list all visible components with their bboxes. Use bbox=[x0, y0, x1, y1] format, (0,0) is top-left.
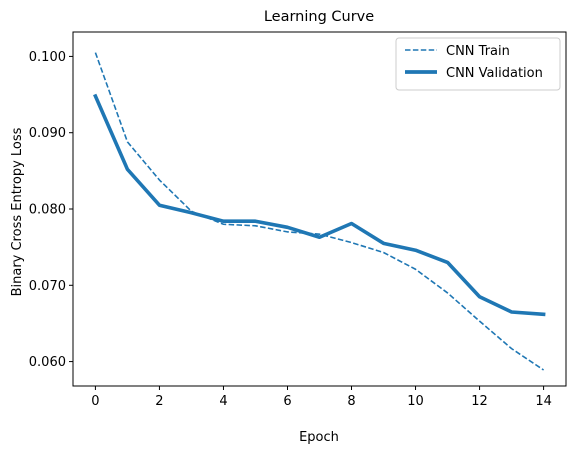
x-tick-label: 6 bbox=[283, 394, 291, 409]
chart-title: Learning Curve bbox=[264, 9, 374, 25]
x-axis: 0 2 4 6 8 10 12 14 bbox=[91, 386, 552, 409]
x-tick-label: 10 bbox=[407, 394, 424, 409]
y-tick-label: 0.060 bbox=[29, 355, 66, 370]
legend-box bbox=[395, 37, 561, 91]
legend: CNN Train CNN Validation bbox=[395, 37, 561, 91]
x-tick-label: 12 bbox=[471, 394, 488, 409]
y-tick-label: 0.090 bbox=[29, 126, 66, 141]
series-line-train bbox=[94, 52, 545, 371]
x-tick-label: 4 bbox=[219, 394, 227, 409]
legend-label-validation: CNN Validation bbox=[446, 66, 543, 81]
y-axis: 0.060 0.070 0.080 0.090 0.100 bbox=[29, 50, 73, 370]
series-line-validation bbox=[93, 93, 546, 317]
x-tick-label: 2 bbox=[155, 394, 163, 409]
y-tick-label: 0.080 bbox=[29, 203, 66, 218]
y-axis-title: Binary Cross Entropy Loss bbox=[10, 127, 25, 296]
x-axis-title: Epoch bbox=[299, 430, 339, 445]
x-tick-label: 14 bbox=[535, 394, 552, 409]
x-tick-label: 8 bbox=[347, 394, 355, 409]
legend-label-train: CNN Train bbox=[446, 44, 510, 59]
plot-area bbox=[93, 52, 546, 371]
y-tick-label: 0.070 bbox=[29, 279, 66, 294]
x-tick-label: 0 bbox=[91, 394, 99, 409]
y-tick-label: 0.100 bbox=[29, 50, 66, 65]
